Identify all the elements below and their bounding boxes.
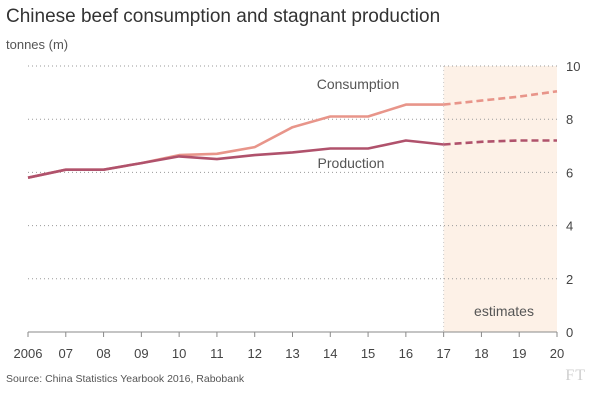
estimates-label: estimates — [474, 303, 534, 319]
y-tick-label: 4 — [566, 219, 573, 234]
x-tick-label: 09 — [134, 346, 148, 361]
x-tick-label: 12 — [247, 346, 261, 361]
consumption-estimate-line — [443, 90, 558, 106]
x-tick-label: 17 — [436, 346, 450, 361]
y-axis-unit: tonnes (m) — [6, 37, 69, 52]
x-tick-label: 14 — [323, 346, 337, 361]
consumption-series-label: Consumption — [317, 76, 400, 92]
chart-title: Chinese beef consumption and stagnant pr… — [6, 6, 441, 27]
x-tick-label: 08 — [96, 346, 110, 361]
y-tick-label: 6 — [566, 165, 573, 180]
y-tick-label: 8 — [566, 112, 573, 127]
y-tick-label: 2 — [566, 272, 573, 287]
y-tick-label: 10 — [566, 59, 580, 74]
y-tick-label: 0 — [566, 325, 573, 340]
x-tick-label: 15 — [361, 346, 375, 361]
production-series-label: Production — [318, 155, 385, 171]
x-tick-label: 2006 — [14, 346, 43, 361]
x-tick-label: 16 — [399, 346, 413, 361]
x-tick-label: 19 — [512, 346, 526, 361]
production-estimate-line — [443, 139, 557, 146]
x-tick-label: 13 — [285, 346, 299, 361]
x-tick-label: 20 — [550, 346, 564, 361]
estimates-region — [443, 66, 557, 332]
x-tick-label: 10 — [172, 346, 186, 361]
source-note: Source: China Statistics Yearbook 2016, … — [6, 373, 245, 385]
x-tick-label: 07 — [59, 346, 73, 361]
ft-logo: FT — [565, 367, 586, 384]
x-tick-label: 18 — [474, 346, 488, 361]
x-tick-label: 11 — [210, 346, 224, 361]
production-line — [27, 139, 444, 179]
